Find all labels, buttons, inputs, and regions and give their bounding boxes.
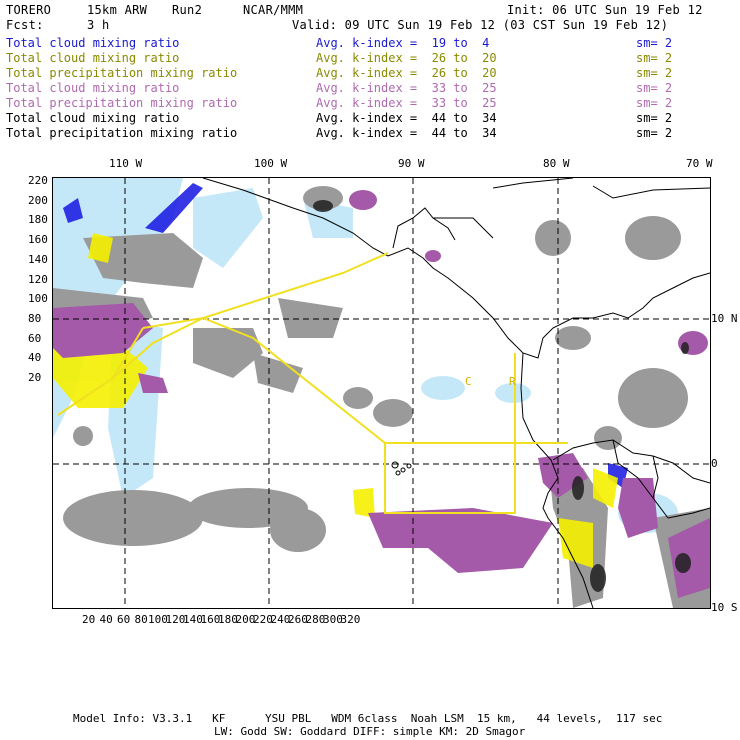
x-tick-label: 220 xyxy=(253,613,273,626)
legend-smoothing: sm= 2 xyxy=(636,81,673,95)
legend-smoothing: sm= 2 xyxy=(636,126,673,140)
y-tick-label: 220 xyxy=(28,174,48,187)
legend-row: Total precipitation mixing ratio Avg. k-i… xyxy=(6,96,736,110)
legend-field-name: Total precipitation mixing ratio xyxy=(6,126,238,140)
legend-row: Total precipitation mixing ratio Avg. k-i… xyxy=(6,66,736,80)
x-tick-label: 20 xyxy=(82,613,96,626)
x-tick-label: 180 xyxy=(218,613,238,626)
y-tick-label: 200 xyxy=(28,193,48,207)
x-tick-label: 120 xyxy=(165,613,186,626)
y-tick-label: 40 xyxy=(28,351,42,365)
legend-row: Total cloud mixing ratio Avg. k-index = 4… xyxy=(6,111,736,125)
y-tick-label: 180 xyxy=(28,213,48,227)
model-name: TORERO xyxy=(6,3,52,17)
map-label-r: R xyxy=(509,375,516,388)
legend-smoothing: sm= 2 xyxy=(636,66,673,80)
cloud-gray-field xyxy=(53,186,710,608)
valid-time: Valid: 09 UTC Sun 19 Feb 12 (03 CST Sun … xyxy=(292,18,669,32)
y-tick-label: 120 xyxy=(28,272,48,286)
y-tick-label: 160 xyxy=(28,233,48,247)
map-label-c: C xyxy=(465,375,472,388)
y-tick-label: 140 xyxy=(28,252,48,266)
x-tick-label: 280 xyxy=(305,613,326,626)
y-tick-label: 100 xyxy=(28,292,48,306)
galapagos-islands xyxy=(391,461,412,476)
legend-row: Total precipitation mixing ratio Avg. k-i… xyxy=(6,126,736,140)
legend-field-name: Total cloud mixing ratio xyxy=(6,51,180,65)
model-organization: NCAR/MMM xyxy=(243,3,304,17)
model-run: Run2 xyxy=(172,3,203,17)
map-svg xyxy=(53,178,710,608)
lon-label-90w: 90 W xyxy=(398,157,425,170)
map-panel: C R xyxy=(52,177,711,609)
legend-kindex: Avg. k-index = 26 to 20 xyxy=(316,51,497,65)
x-tick-label: 60 xyxy=(117,613,131,626)
legend-row: Total cloud mixing ratio Avg. k-index = 2… xyxy=(6,51,736,65)
model-resolution: 15km ARW xyxy=(87,3,148,17)
lon-label-110w: 110 W xyxy=(109,157,143,170)
lat-lon-grid xyxy=(53,178,710,608)
legend-field-name: Total cloud mixing ratio xyxy=(6,81,180,95)
x-tick-label: 200 xyxy=(235,613,256,626)
model-info-line2: LW: Godd SW: Goddard DIFF: simple KM: 2D… xyxy=(214,725,526,738)
x-tick-label: 260 xyxy=(288,613,308,626)
x-tick-label: 160 xyxy=(200,613,221,626)
x-tick-label: 240 xyxy=(270,613,291,626)
legend-field-name: Total cloud mixing ratio xyxy=(6,111,180,125)
legend-smoothing: sm= 2 xyxy=(636,36,673,50)
x-tick-label: 80 xyxy=(134,613,148,626)
x-tick-label: 40 xyxy=(99,613,113,626)
coastline xyxy=(202,178,710,608)
legend-kindex: Avg. k-index = 44 to 34 xyxy=(316,126,497,140)
x-tick-label: 320 xyxy=(340,613,361,626)
forecast-hour: 3 h xyxy=(87,18,110,32)
model-info-line1: Model Info: V3.3.1 KF YSU PBL WDM 6class… xyxy=(73,712,663,725)
x-tick-label: 100 xyxy=(148,613,168,626)
y-tick-label: 60 xyxy=(28,331,42,345)
domain-outline xyxy=(57,252,568,514)
lat-label-10s: 10 S xyxy=(711,601,738,614)
legend-kindex: Avg. k-index = 44 to 34 xyxy=(316,111,497,125)
legend-kindex: Avg. k-index = 19 to 4 xyxy=(316,36,490,50)
lon-label-70w: 70 W xyxy=(686,157,713,170)
legend-field-name: Total precipitation mixing ratio xyxy=(6,96,238,110)
lon-label-100w: 100 W xyxy=(254,157,288,170)
legend-smoothing: sm= 2 xyxy=(636,111,673,125)
legend-kindex: Avg. k-index = 33 to 25 xyxy=(316,81,497,95)
precip-black-core xyxy=(313,200,691,592)
legend-smoothing: sm= 2 xyxy=(636,51,673,65)
lat-label-10n: 10 N xyxy=(711,312,738,325)
legend-field-name: Total precipitation mixing ratio xyxy=(6,66,238,80)
legend-kindex: Avg. k-index = 33 to 25 xyxy=(316,96,497,110)
x-tick-label: 140 xyxy=(183,613,203,626)
legend-row: Total cloud mixing ratio Avg. k-index = 3… xyxy=(6,81,736,95)
y-tick-label: 20 xyxy=(28,371,42,384)
y-tick-label: 80 xyxy=(28,311,42,325)
legend-row: Total cloud mixing ratio Avg. k-index = 1… xyxy=(6,36,736,50)
legend-smoothing: sm= 2 xyxy=(636,96,673,110)
legend-field-name: Total cloud mixing ratio xyxy=(6,36,180,50)
legend-kindex: Avg. k-index = 26 to 20 xyxy=(316,66,497,80)
x-tick-label: 300 xyxy=(323,613,343,626)
forecast-label: Fcst: xyxy=(6,18,44,32)
lon-label-80w: 80 W xyxy=(543,157,570,170)
lat-label-0: 0 xyxy=(711,457,718,470)
init-time: Init: 06 UTC Sun 19 Feb 12 xyxy=(507,3,703,17)
